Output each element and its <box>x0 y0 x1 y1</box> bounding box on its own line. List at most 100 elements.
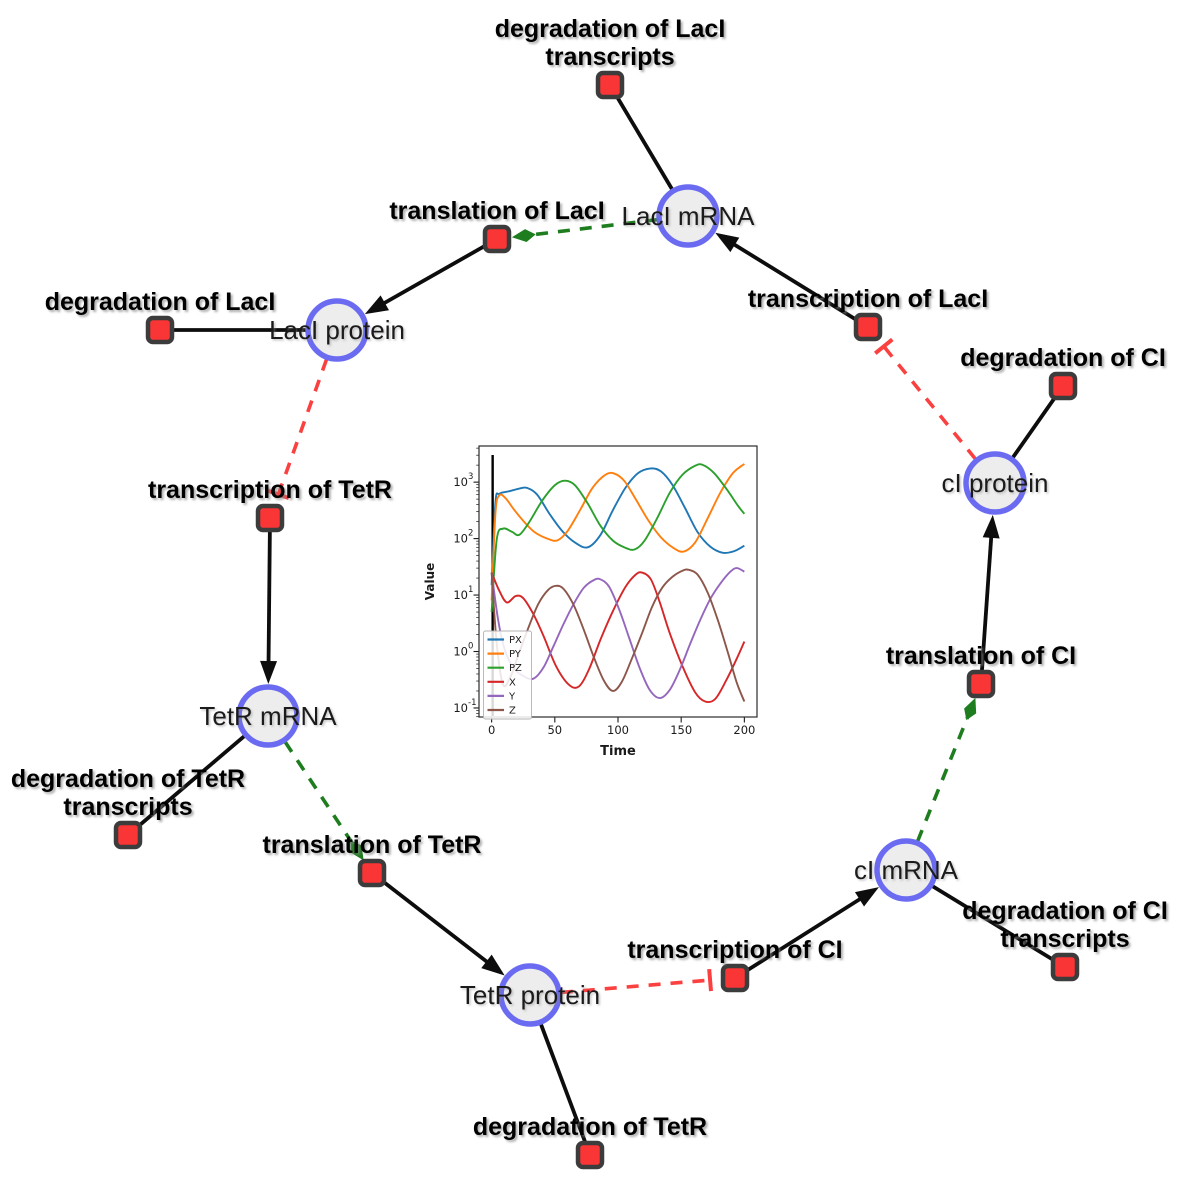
reaction-label-txn_tetr: transcription of TetR <box>148 476 392 504</box>
inhibition-tee-icon <box>873 337 894 355</box>
species-label-tetr_mrna: TetR mRNA <box>199 701 337 731</box>
edge-tetr_mrna-transl_tetr <box>283 740 364 861</box>
reaction-node-txn_laci[interactable] <box>853 312 883 342</box>
x-tick-label: 100 <box>607 723 629 737</box>
y-tick-exponent: 0 <box>468 642 473 652</box>
y-tick-exponent: 1 <box>468 585 473 595</box>
edge-ci_mrna-transl_ci <box>915 697 977 842</box>
reaction-label-deg_laci: degradation of LacI <box>45 288 276 316</box>
y-tick-exponent: 2 <box>468 529 473 539</box>
series-line-X <box>490 571 746 704</box>
y-tick-exponent: 3 <box>468 472 473 482</box>
species-label-laci_protein: LacI protein <box>269 315 405 345</box>
modifier-arrowhead-icon <box>511 229 536 242</box>
y-tick-label: 10 <box>453 701 468 715</box>
reaction-node-deg_laci_tx[interactable] <box>595 70 625 100</box>
reaction-label-txn_ci: transcription of CI <box>627 936 842 964</box>
labels-layer: LacI mRNA LacI protein TetR mRNA TetR prote… <box>11 15 1168 1141</box>
species-node-laci_mrna[interactable] <box>656 184 720 248</box>
reaction-node-deg_laci[interactable] <box>145 315 175 345</box>
edge-laci_mrna-transl_laci <box>511 217 658 242</box>
edge-ci_protein-txn_laci <box>873 337 977 461</box>
legend-label-PX: PX <box>509 635 522 646</box>
legend-label-PZ: PZ <box>509 663 522 674</box>
arrowhead-icon <box>982 514 1000 539</box>
species-node-ci_mrna[interactable] <box>874 838 938 902</box>
edge-txn_laci-laci_mrna <box>715 232 869 329</box>
y-axis-label: Value <box>423 563 437 601</box>
reaction-label-deg_tetr: degradation of TetR <box>473 1113 707 1141</box>
reaction-node-deg_ci[interactable] <box>1048 371 1078 401</box>
legend-label-Z: Z <box>509 706 516 717</box>
edge-transl_tetr-tetr_protein <box>370 871 505 976</box>
species-label-ci_protein: cI protein <box>942 468 1049 498</box>
legend-label-X: X <box>509 677 516 688</box>
reaction-label-deg_ci_tx: degradation of CI <box>962 897 1168 925</box>
species-label-laci_mrna: LacI mRNA <box>622 201 756 231</box>
y-tick-label: 10 <box>453 532 468 546</box>
series-line-PZ <box>490 463 746 613</box>
species-node-laci_protein[interactable] <box>305 298 369 362</box>
arrowhead-icon <box>364 295 390 315</box>
simulation-plot: 10 -110 010 110 210 30 50 100 150 200PXPYPZXYZTim… <box>420 428 780 776</box>
modifier-arrowhead-icon <box>350 840 364 861</box>
edge-laci_protein-txn_tetr <box>267 358 329 501</box>
edge-laci_mrna-deg_laci_tx <box>608 84 674 191</box>
reaction-label-deg_ci: degradation of CI <box>960 344 1166 372</box>
nodes-layer <box>113 70 1080 1170</box>
reaction-label-deg_ci_tx: transcripts <box>1000 925 1129 953</box>
species-node-tetr_mrna[interactable] <box>236 684 300 748</box>
reaction-node-txn_tetr[interactable] <box>255 503 285 533</box>
arrowhead-icon <box>715 232 740 253</box>
x-axis-label: Time <box>600 744 636 759</box>
reaction-label-txn_laci: transcription of LacI <box>748 285 988 313</box>
species-node-tetr_protein[interactable] <box>498 963 562 1027</box>
edge-txn_ci-ci_mrna <box>733 887 879 980</box>
reaction-label-transl_ci: translation of CI <box>886 642 1076 670</box>
edge-transl_laci-laci_protein <box>364 237 498 315</box>
reaction-node-transl_ci[interactable] <box>966 669 996 699</box>
edge-tetr_mrna-deg_tetr_tx <box>126 734 246 837</box>
x-tick-label: 200 <box>733 723 755 737</box>
species-label-ci_mrna: cI mRNA <box>854 855 959 885</box>
arrowhead-icon <box>260 660 278 685</box>
inhibition-tee-icon <box>707 968 713 992</box>
reaction-label-deg_tetr_tx: transcripts <box>63 793 192 821</box>
y-tick-exponent: -1 <box>468 698 476 708</box>
reaction-label-deg_tetr_tx: degradation of TetR <box>11 765 245 793</box>
edge-ci_mrna-deg_ci_tx <box>931 884 1066 969</box>
reaction-node-deg_tetr[interactable] <box>575 1140 605 1170</box>
reaction-node-txn_ci[interactable] <box>720 963 750 993</box>
reaction-node-transl_laci[interactable] <box>482 224 512 254</box>
reaction-node-deg_tetr_tx[interactable] <box>113 820 143 850</box>
edge-tetr_protein-deg_tetr <box>539 1023 592 1156</box>
x-tick-label: 0 <box>488 723 495 737</box>
reaction-node-transl_tetr[interactable] <box>357 858 387 888</box>
series-line-PX <box>490 467 745 586</box>
species-label-tetr_protein: TetR protein <box>460 980 600 1010</box>
inhibition-tee-icon <box>267 488 290 501</box>
legend-label-PY: PY <box>509 649 522 660</box>
edge-txn_tetr-tetr_mrna <box>260 517 278 685</box>
x-tick-label: 150 <box>670 723 692 737</box>
reaction-label-deg_laci_tx: degradation of LacI <box>495 15 726 43</box>
arrowhead-icon <box>481 954 505 976</box>
x-tick-label: 50 <box>547 723 562 737</box>
reaction-node-deg_ci_tx[interactable] <box>1050 952 1080 982</box>
y-tick-label: 10 <box>453 645 468 659</box>
y-tick-label: 10 <box>453 475 468 489</box>
edge-transl_ci-ci_protein <box>979 514 1000 685</box>
reaction-label-transl_tetr: translation of TetR <box>263 831 482 859</box>
modifier-arrowhead-icon <box>964 697 977 721</box>
arrowhead-icon <box>854 887 879 907</box>
species-node-ci_protein[interactable] <box>963 451 1027 515</box>
edge-tetr_protein-txn_ci <box>560 968 713 995</box>
reaction-label-transl_laci: translation of LacI <box>389 197 604 225</box>
series-line-PY <box>490 463 745 601</box>
y-tick-label: 10 <box>453 588 468 602</box>
axes-frame <box>478 445 758 718</box>
chart-legend: PX PY PZ XYZ <box>483 630 532 720</box>
reaction-label-deg_laci_tx: transcripts <box>545 43 674 71</box>
